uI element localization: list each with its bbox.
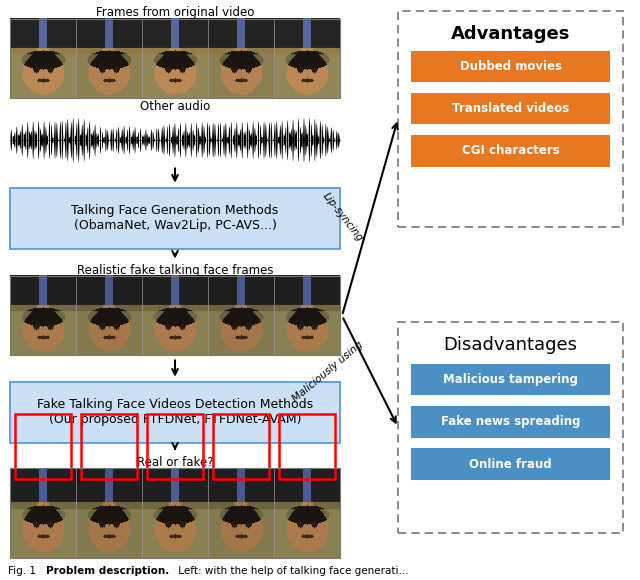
Text: Translated videos: Translated videos: [452, 102, 569, 115]
Text: Fake news spreading: Fake news spreading: [441, 415, 580, 428]
Bar: [411, 50, 610, 82]
Text: Other audio: Other audio: [140, 100, 210, 113]
Bar: [279, 415, 335, 479]
Text: Maliciously using: Maliciously using: [291, 339, 365, 404]
Bar: [411, 406, 610, 438]
Text: Advantages: Advantages: [451, 25, 570, 43]
Text: Real or fake?: Real or fake?: [137, 455, 213, 469]
Bar: [81, 415, 137, 479]
Text: CGI characters: CGI characters: [461, 144, 559, 157]
Text: Lip-syncing: Lip-syncing: [321, 191, 365, 244]
FancyBboxPatch shape: [10, 382, 340, 443]
Text: Disadvantages: Disadvantages: [444, 336, 577, 354]
Text: Realistic fake talking face frames: Realistic fake talking face frames: [77, 264, 273, 277]
Text: Left: with the help of talking face generati...: Left: with the help of talking face gene…: [175, 566, 408, 576]
Bar: [10, 19, 340, 98]
Text: Fig. 1: Fig. 1: [8, 566, 49, 576]
Bar: [10, 276, 340, 356]
Text: Malicious tampering: Malicious tampering: [443, 373, 578, 386]
Bar: [411, 93, 610, 125]
Text: Fake Talking Face Videos Detection Methods
(Our proposed FTFDNet, FTFDNet-AVAM): Fake Talking Face Videos Detection Metho…: [37, 398, 313, 426]
Bar: [411, 135, 610, 166]
Text: Frames from original video: Frames from original video: [96, 6, 254, 19]
Bar: [398, 322, 623, 532]
Bar: [15, 415, 70, 479]
Bar: [213, 415, 269, 479]
Text: Problem description.: Problem description.: [46, 566, 169, 576]
Text: Online fraud: Online fraud: [469, 458, 552, 470]
Bar: [411, 364, 610, 396]
FancyBboxPatch shape: [10, 188, 340, 249]
Bar: [10, 468, 340, 558]
Text: Talking Face Generation Methods
(ObamaNet, Wav2Lip, PC-AVS...): Talking Face Generation Methods (ObamaNe…: [72, 204, 278, 233]
Bar: [398, 10, 623, 227]
Bar: [411, 448, 610, 480]
Text: Dubbed movies: Dubbed movies: [460, 60, 561, 73]
Bar: [147, 415, 203, 479]
